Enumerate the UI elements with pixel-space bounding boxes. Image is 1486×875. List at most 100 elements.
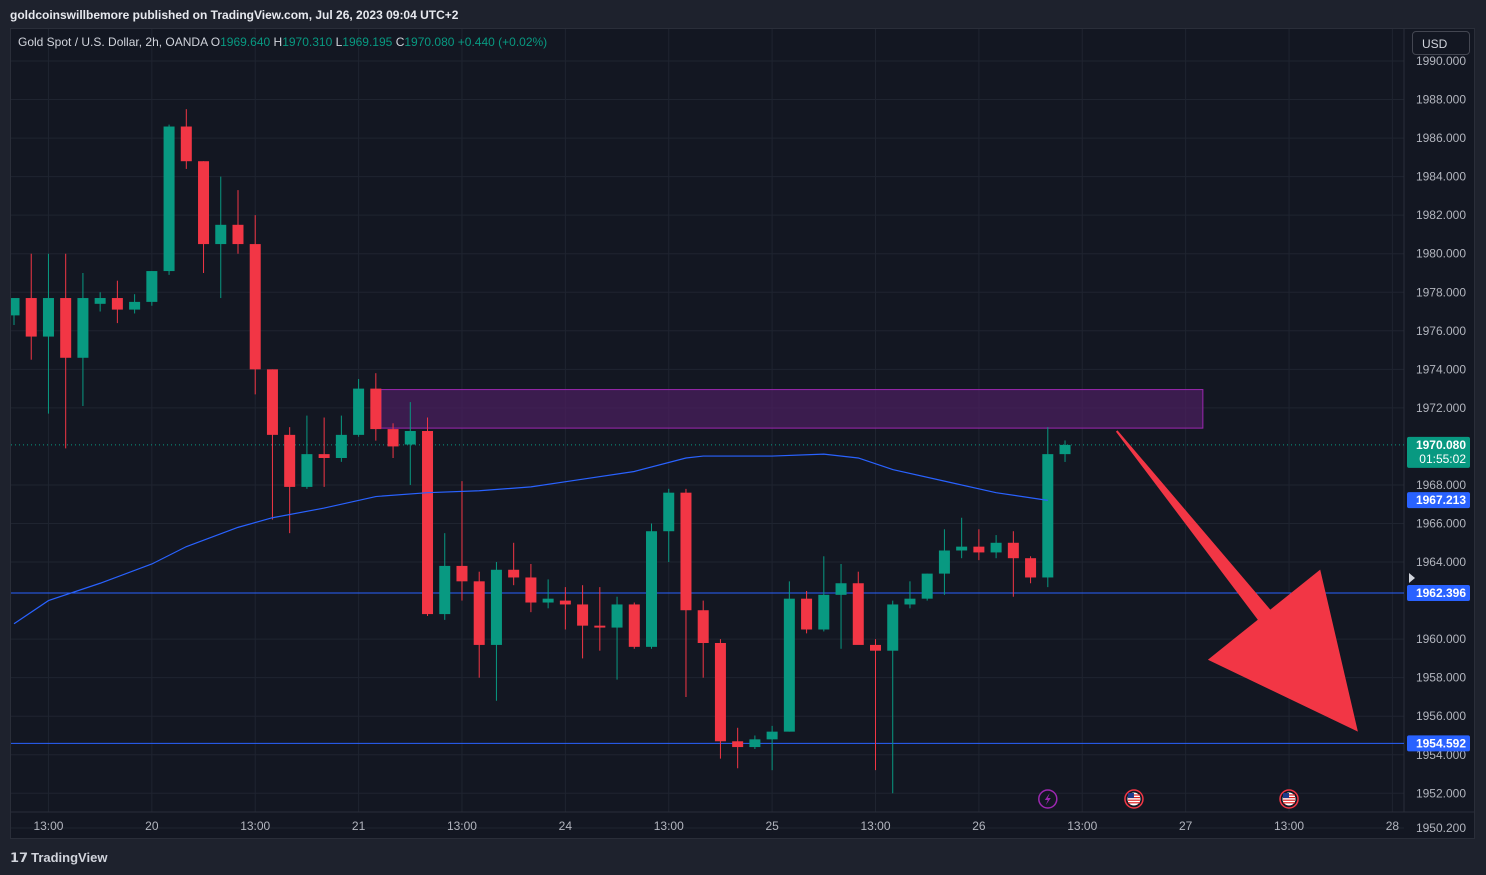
candle-body bbox=[353, 388, 365, 435]
candle-body bbox=[1007, 542, 1019, 559]
candle-body bbox=[870, 644, 881, 651]
low-label: L bbox=[335, 35, 343, 49]
time-tick-label: 25 bbox=[765, 819, 779, 833]
candle-body bbox=[284, 434, 296, 487]
time-tick-label: 28 bbox=[1386, 819, 1400, 833]
last-price-tag-bg bbox=[1407, 436, 1470, 468]
footer-bar bbox=[0, 840, 1486, 875]
candle-body bbox=[887, 604, 899, 651]
candle-body bbox=[163, 126, 175, 272]
supply-zone-rect bbox=[380, 389, 1204, 429]
price-tick-label: 1982.000 bbox=[1416, 208, 1466, 222]
price-tick-label: 1956.000 bbox=[1416, 709, 1466, 723]
time-tick-label: 13:00 bbox=[240, 819, 270, 833]
currency-button[interactable]: USD bbox=[1412, 31, 1470, 55]
close-value: 1970.080 bbox=[404, 35, 455, 49]
last-price-tag: 1970.080 bbox=[1416, 438, 1466, 452]
candle-body bbox=[818, 594, 830, 630]
candle-body bbox=[801, 598, 813, 630]
high-label: H bbox=[273, 35, 283, 49]
candle-body bbox=[215, 224, 227, 245]
candle-body bbox=[335, 434, 347, 458]
price-tick-label: 1980.000 bbox=[1416, 247, 1466, 261]
candle-body bbox=[318, 454, 330, 458]
price-tick-label: 1966.000 bbox=[1416, 517, 1466, 531]
candle-body bbox=[680, 492, 692, 611]
candle-body bbox=[1059, 444, 1071, 455]
price-tick-label: 1968.000 bbox=[1416, 478, 1466, 492]
candle-body bbox=[766, 731, 778, 740]
price-tick-label: 1974.000 bbox=[1416, 362, 1466, 376]
support-price-tag-bg bbox=[1407, 735, 1470, 752]
candle-body bbox=[628, 604, 640, 647]
candle-body bbox=[111, 298, 123, 310]
support-price-tag-bg bbox=[1407, 584, 1470, 601]
price-tick-label: 1972.000 bbox=[1416, 401, 1466, 415]
candle-body bbox=[938, 550, 950, 574]
candle-body bbox=[559, 600, 571, 605]
candle-body bbox=[146, 271, 158, 302]
candle-body bbox=[94, 298, 106, 304]
time-tick-label: 13:00 bbox=[654, 819, 684, 833]
symbol-name[interactable]: Gold Spot / U.S. Dollar, 2h, OANDA bbox=[18, 35, 208, 49]
candle-body bbox=[370, 388, 382, 430]
candle-body bbox=[387, 429, 399, 447]
candle-body bbox=[60, 298, 72, 358]
time-tick-label: 20 bbox=[145, 819, 159, 833]
time-tick-label: 26 bbox=[972, 819, 986, 833]
candle-body bbox=[25, 298, 37, 337]
candle-body bbox=[646, 531, 658, 647]
candle-body bbox=[11, 298, 20, 316]
tradingview-brand: TradingView bbox=[31, 850, 108, 865]
candle-body bbox=[852, 583, 864, 645]
price-tick-label: 1950.200 bbox=[1416, 821, 1466, 835]
time-tick-label: 21 bbox=[352, 819, 366, 833]
price-tick-label: 1990.000 bbox=[1416, 54, 1466, 68]
price-tick-label: 1964.000 bbox=[1416, 555, 1466, 569]
bar-countdown: 01:55:02 bbox=[1419, 452, 1466, 466]
price-tick-label: 1988.000 bbox=[1416, 93, 1466, 107]
candle-body bbox=[1042, 454, 1054, 578]
ma-price-tag-bg bbox=[1407, 492, 1470, 509]
time-tick-label: 13:00 bbox=[33, 819, 63, 833]
flag-canton bbox=[1127, 793, 1134, 798]
candle-body bbox=[990, 542, 1002, 553]
close-label: C bbox=[395, 35, 405, 49]
time-tick-label: 13:00 bbox=[860, 819, 890, 833]
tradingview-logo[interactable]: 𝟭𝟳 TradingView bbox=[10, 850, 107, 866]
price-tick-label: 1960.000 bbox=[1416, 632, 1466, 646]
ma-price-tag: 1967.213 bbox=[1416, 493, 1466, 507]
down-arrow-drawing bbox=[1115, 430, 1358, 732]
candle-body bbox=[42, 298, 54, 337]
candle-body bbox=[439, 565, 451, 615]
time-tick-label: 13:00 bbox=[1067, 819, 1097, 833]
candle-body bbox=[77, 298, 89, 358]
candle-body bbox=[1025, 558, 1037, 578]
candle-body bbox=[473, 581, 485, 645]
moving-average-line bbox=[13, 453, 1048, 625]
chart-frame[interactable] bbox=[10, 28, 1475, 839]
support-price-tag: 1954.592 bbox=[1416, 736, 1466, 750]
candle-body bbox=[232, 224, 244, 245]
time-tick-label: 13:00 bbox=[447, 819, 477, 833]
candle-body bbox=[249, 244, 261, 370]
price-tick-label: 1952.000 bbox=[1416, 786, 1466, 800]
candle-body bbox=[490, 569, 502, 645]
high-value: 1970.310 bbox=[282, 35, 333, 49]
candle-body bbox=[835, 583, 847, 595]
candle-body bbox=[266, 369, 278, 435]
time-tick-label: 24 bbox=[559, 819, 573, 833]
candle-body bbox=[749, 739, 761, 748]
tradingview-logo-icon: 𝟭𝟳 bbox=[10, 850, 29, 865]
candle-body bbox=[301, 454, 313, 487]
candle-body bbox=[783, 598, 795, 732]
support-price-tag: 1962.396 bbox=[1416, 586, 1466, 600]
symbol-legend: Gold Spot / U.S. Dollar, 2h, OANDA O1969… bbox=[18, 35, 547, 49]
candle-body bbox=[456, 565, 468, 582]
candle-body bbox=[198, 161, 210, 245]
candle-body bbox=[921, 573, 933, 599]
candle-body bbox=[714, 642, 726, 742]
scroll-right-icon bbox=[1409, 573, 1415, 583]
lightning-glyph bbox=[1044, 793, 1051, 805]
